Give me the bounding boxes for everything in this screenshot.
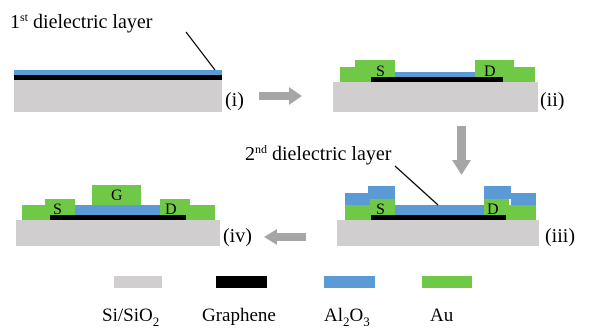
gold-pad-left-top [370,199,395,220]
callout-first-dielectric: 1st dielectric layer [10,10,153,33]
substrate [14,80,222,112]
step-label-iv: (iv) [223,225,252,247]
legend-swatch-graphene [216,276,267,288]
legend: Si/SiO2 Graphene Al2O3 Au [102,276,472,329]
dielectric-layer [395,72,475,77]
gold-pad-left [22,205,52,220]
dielectric-right-low [511,193,536,205]
callout-second-dielectric: 2nd dielectric layer [245,142,392,165]
drain-label: D [487,201,499,218]
dielectric-channel [75,205,160,215]
source-label: S [376,201,385,218]
gold-pad-right [509,205,536,220]
source-label: S [376,63,385,80]
graphene-layer [371,215,506,220]
dielectric-channel [395,205,484,215]
legend-label-graphene: Graphene [202,305,276,326]
gold-pad-left-top [45,199,75,220]
callout-leader-line [185,31,216,71]
graphene-layer [50,215,186,220]
arrow-right-icon [259,87,302,105]
dielectric-layer [14,70,222,75]
gate-label: G [111,187,123,204]
drain-label: D [165,201,177,218]
arrow-left-icon [264,229,306,245]
legend-swatch-gold [422,276,472,288]
gold-pad-left-top [355,60,395,82]
legend-label-dielectric: Al2O3 [324,305,370,329]
source-label: S [53,201,62,218]
gold-pad-right-top [484,199,509,220]
gate-electrode [92,185,141,205]
step-label-ii: (ii) [540,89,564,111]
dielectric-left-low [345,193,370,205]
step-iv: S G D (iv) [16,185,252,247]
substrate [16,220,220,246]
gold-pad-right [185,205,215,220]
callout-leader-line [394,165,439,206]
substrate [333,82,538,112]
step-iii: S D 2nd dielectric layer (iii) [245,142,575,247]
step-label-i: (i) [225,89,244,111]
legend-swatch-substrate [114,276,162,288]
gold-pad-right-top [160,199,190,220]
substrate [337,220,539,246]
step-ii: S D (ii) [333,60,564,112]
legend-swatch-dielectric [324,276,375,288]
legend-label-gold: Au [430,305,454,326]
drain-label: D [484,63,496,80]
step-label-iii: (iii) [545,225,575,247]
gold-pad-right [500,67,535,82]
dielectric-right-high [484,186,511,199]
gold-pad-left [345,205,375,220]
step-i: 1st dielectric layer (i) [10,10,244,112]
legend-label-substrate: Si/SiO2 [102,305,159,329]
dielectric-left-high [368,186,395,199]
arrow-down-icon [452,126,471,175]
graphene-layer [14,75,222,80]
graphene-layer [371,77,503,82]
